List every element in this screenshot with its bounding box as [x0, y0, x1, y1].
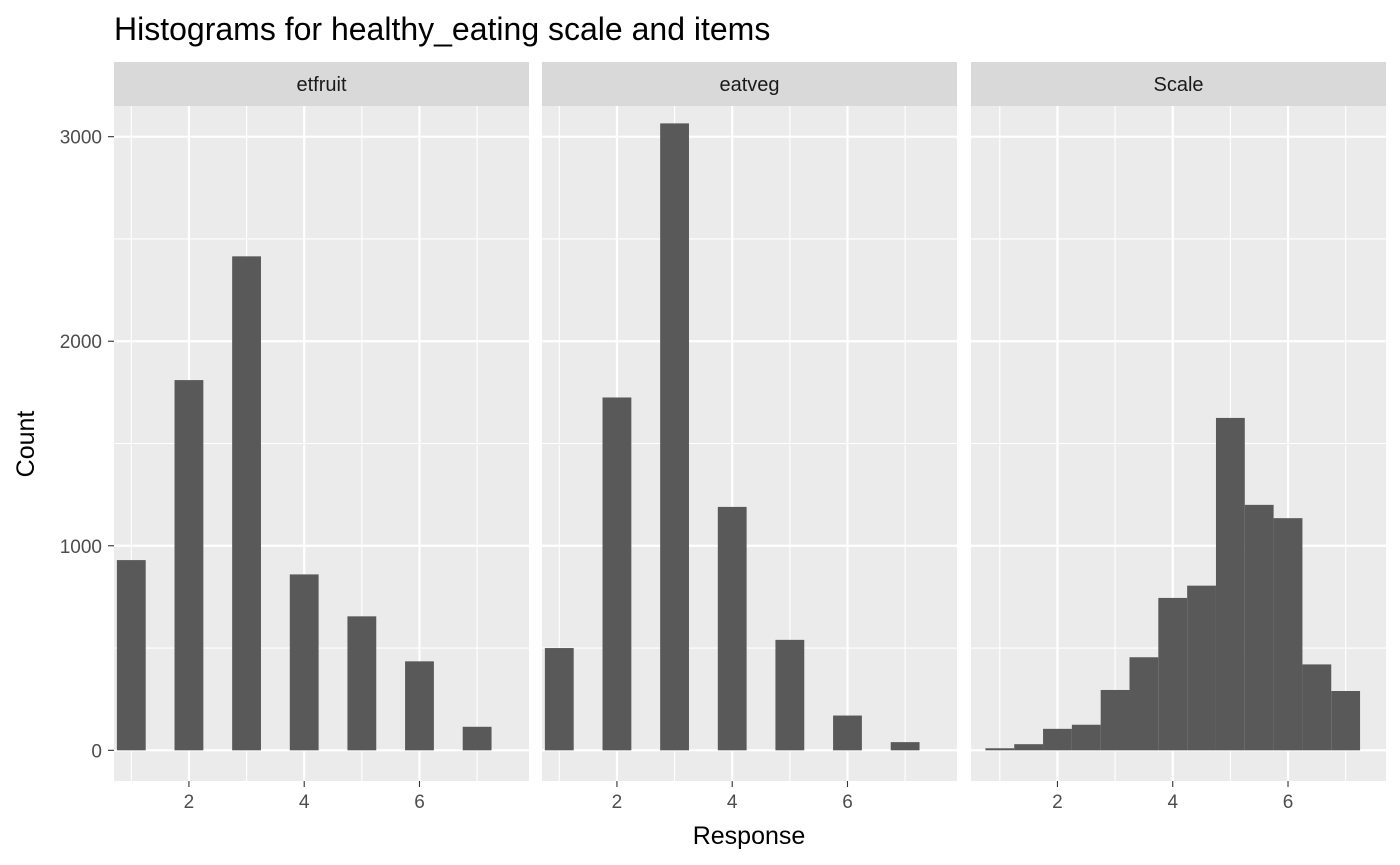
histogram-bar	[1331, 691, 1361, 751]
histogram-bar	[544, 648, 574, 751]
histogram-bar	[174, 380, 204, 751]
x-tick-label: 4	[299, 792, 310, 813]
histogram-bar	[1244, 504, 1274, 751]
histogram-bar	[116, 560, 146, 751]
panels: 0 1000 2000 3000 etfruit 2 4 6 eatveg 2 4 6 Scale 2 4 6	[60, 62, 1386, 813]
histogram-bar	[985, 748, 1015, 751]
facet-strip-label: eatveg	[719, 74, 779, 96]
histogram-bar	[1273, 518, 1303, 751]
histogram-bar	[405, 661, 434, 751]
histogram-bar	[833, 715, 862, 751]
x-tick-label: 4	[1167, 792, 1178, 813]
x-tick-label: 2	[184, 792, 195, 813]
panel-eatveg: eatveg 2 4 6	[542, 62, 957, 813]
chart-title: Histograms for healthy_eating scale and …	[114, 11, 770, 47]
x-tick-label: 6	[1283, 792, 1294, 813]
facet-strip	[971, 62, 1386, 106]
x-tick-label: 6	[414, 792, 425, 813]
histogram-bar	[232, 256, 261, 751]
histogram-bar	[660, 123, 689, 751]
x-tick-label: 6	[842, 792, 853, 813]
y-tick-label: 1000	[60, 537, 102, 558]
histogram-bar	[1071, 724, 1101, 751]
x-tick-label: 2	[612, 792, 623, 813]
panel-scale: Scale 2 4 6	[971, 62, 1386, 813]
x-tick-label: 2	[1052, 792, 1063, 813]
facet-strip-label: etfruit	[296, 74, 346, 96]
histogram-bar	[1014, 744, 1044, 751]
histogram-bar	[775, 639, 805, 751]
histogram-bar	[1043, 728, 1072, 751]
histogram-bar	[1302, 664, 1332, 751]
histogram-bar	[1158, 597, 1188, 751]
x-axis-title: Response	[693, 822, 806, 850]
histogram-bar	[717, 506, 747, 751]
histogram-bar	[1100, 689, 1130, 751]
y-tick-label: 3000	[60, 128, 102, 149]
facet-strip-label: Scale	[1153, 74, 1203, 96]
histogram-bar	[890, 742, 920, 751]
y-tick-label: 2000	[60, 332, 102, 353]
x-tick-label: 4	[727, 792, 738, 813]
histogram-bar	[1215, 417, 1245, 751]
histogram-bar	[289, 574, 319, 751]
facet-strip	[542, 62, 957, 106]
panel-etfruit: etfruit 2 4 6	[114, 62, 529, 813]
histogram-bar	[1187, 585, 1216, 751]
histogram-bar	[602, 397, 632, 751]
histogram-bar	[462, 726, 492, 751]
facet-strip	[114, 62, 529, 106]
y-axis-title: Count	[12, 411, 40, 478]
histogram-bar	[1129, 657, 1159, 751]
histogram-bar	[347, 616, 377, 751]
y-tick-label: 0	[91, 741, 102, 762]
